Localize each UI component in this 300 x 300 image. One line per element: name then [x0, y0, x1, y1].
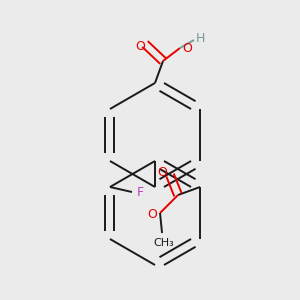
- Text: F: F: [136, 187, 143, 200]
- Text: H: H: [195, 32, 205, 44]
- Text: O: O: [147, 208, 157, 221]
- Text: O: O: [182, 43, 192, 56]
- Text: O: O: [135, 40, 145, 52]
- Text: CH₃: CH₃: [154, 238, 174, 248]
- Text: O: O: [157, 167, 167, 179]
